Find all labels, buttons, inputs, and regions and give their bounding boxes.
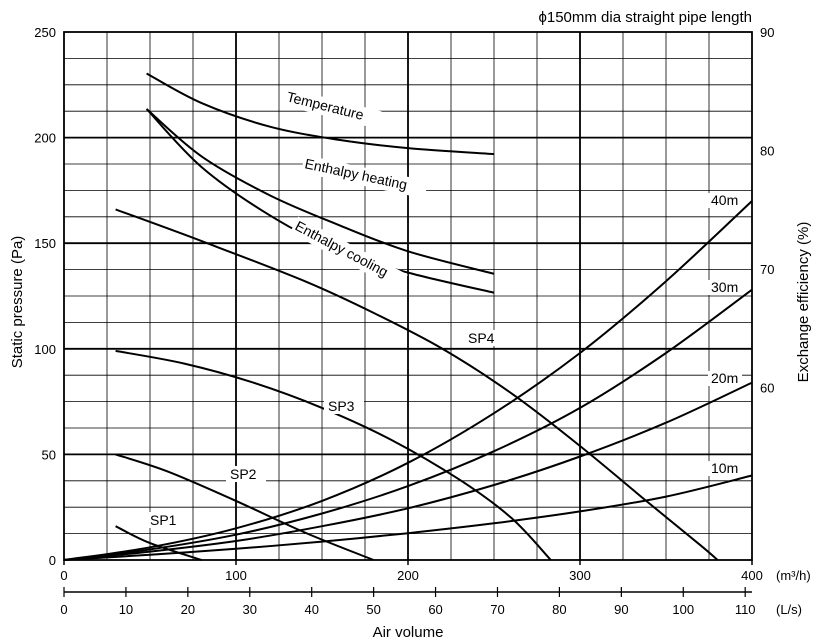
label-20m: 20m [708, 370, 742, 386]
label-sp2-text: SP2 [230, 466, 257, 482]
y-left-tick-label: 50 [42, 447, 56, 462]
ls-tick-label: 0 [60, 602, 67, 617]
x-tick-label: 200 [397, 568, 419, 583]
y-left-tick-label: 0 [49, 553, 56, 568]
y-left-tick-label: 150 [34, 236, 56, 251]
label-sp1: SP1 [146, 512, 186, 528]
y-right-tick-label: 80 [760, 144, 774, 159]
curve-pipe-40m [63, 200, 753, 561]
x-unit-primary: (m³/h) [776, 568, 811, 583]
label-30m: 30m [708, 279, 742, 295]
label-40m: 40m [708, 192, 742, 208]
curve-sp1 [115, 525, 202, 561]
y-axis-left-title: Static pressure (Pa) [9, 236, 26, 369]
curves [63, 72, 753, 561]
ls-tick-label: 40 [304, 602, 318, 617]
x-tick-label: 400 [741, 568, 763, 583]
label-sp3-text: SP3 [328, 398, 355, 414]
curve-pipe-20m [63, 381, 753, 561]
ls-tick-label: 70 [490, 602, 504, 617]
label-sp2: SP2 [226, 466, 266, 482]
label-40m-text: 40m [711, 192, 738, 208]
ls-tick-label: 20 [181, 602, 195, 617]
curve-temperature [146, 72, 495, 156]
ls-tick-label: 100 [672, 602, 694, 617]
ls-tick-label: 50 [366, 602, 380, 617]
label-enthalpy-heating-text: Enthalpy heating [303, 155, 408, 192]
y-left-tick-label: 100 [34, 342, 56, 357]
x-axis-title: Air volume [373, 624, 444, 641]
label-temperature: Temperature [282, 87, 383, 130]
x-tick-label: 0 [60, 568, 67, 583]
ls-tick-label: 110 [735, 602, 756, 617]
x-tick-label: 300 [569, 568, 591, 583]
tick-labels: 0 100 200 300 400 0 10 20 30 40 50 60 70 80 90 100 110 0 5… [34, 25, 774, 617]
ls-tick-label: 10 [119, 602, 133, 617]
label-20m-text: 20m [711, 370, 738, 386]
y-right-tick-label: 60 [760, 381, 774, 396]
curve-enthalpy-heating [145, 108, 495, 275]
label-sp1-text: SP1 [150, 512, 177, 528]
x-unit-secondary: (L/s) [776, 602, 802, 617]
y-left-tick-label: 200 [34, 131, 56, 146]
y-right-tick-label: 70 [760, 262, 774, 277]
label-30m-text: 30m [711, 279, 738, 295]
curve-pipe-10m [63, 474, 753, 561]
ls-tick-label: 80 [552, 602, 566, 617]
label-enthalpy-heating: Enthalpy heating [301, 154, 428, 199]
curve-pipe-30m [63, 288, 753, 561]
y-left-tick-label: 250 [34, 25, 56, 40]
label-10m-text: 10m [711, 460, 738, 476]
y-right-tick-label: 90 [760, 25, 774, 40]
curve-sp3 [115, 349, 552, 561]
chart-title: ϕ150mm dia straight pipe length [538, 9, 752, 26]
curve-sp4 [115, 208, 719, 561]
label-sp4: SP4 [464, 330, 504, 346]
label-10m: 10m [708, 460, 742, 476]
curve-sp2 [115, 453, 374, 561]
label-sp3: SP3 [324, 398, 364, 414]
x-tick-label: 100 [225, 568, 247, 583]
label-temperature-text: Temperature [285, 88, 365, 123]
ls-tick-label: 60 [428, 602, 442, 617]
y-axis-right-title: Exchange efficiency (%) [795, 222, 812, 383]
ls-tick-label: 30 [243, 602, 257, 617]
label-enthalpy-cooling: Enthalpy cooling [289, 216, 408, 291]
label-sp4-text: SP4 [468, 330, 495, 346]
ls-tick-label: 90 [614, 602, 628, 617]
axes [63, 31, 753, 597]
